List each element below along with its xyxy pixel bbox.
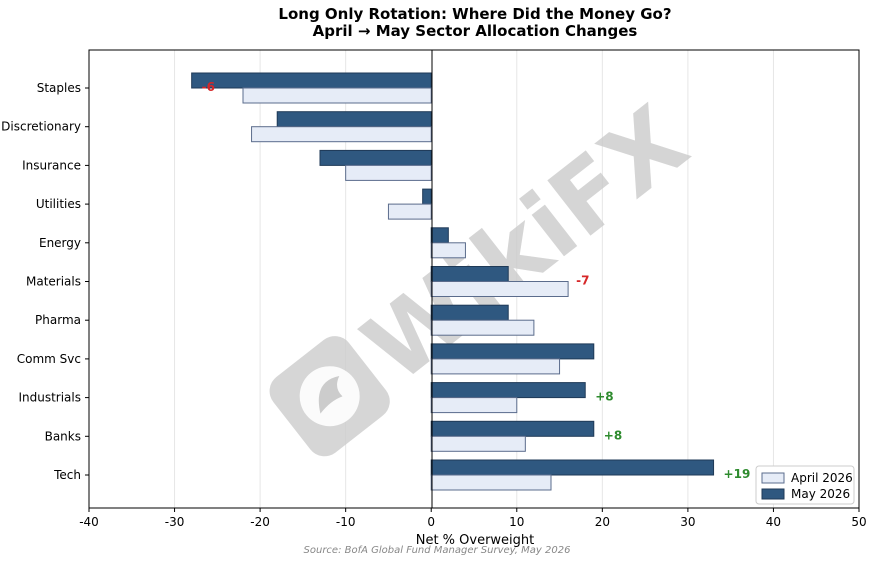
wikifx-logo-icon <box>269 336 390 457</box>
x-tick-label: 20 <box>595 515 610 529</box>
change-annotation: -6 <box>202 80 215 94</box>
y-tick-label: Energy <box>39 236 81 250</box>
x-tick-label: -10 <box>336 515 356 529</box>
bar-may <box>430 227 449 244</box>
x-tick-label: 30 <box>680 515 695 529</box>
x-axis-label: Net % Overweight <box>416 533 535 548</box>
bar-may <box>430 459 715 476</box>
y-tick-label: Materials <box>26 275 81 289</box>
change-annotation: +8 <box>604 428 622 442</box>
y-tick-label: Pharma <box>35 313 81 327</box>
y-tick-label: Industrials <box>18 391 81 405</box>
bar-may <box>276 111 432 128</box>
bar-may <box>430 420 595 437</box>
x-tick-label: 50 <box>851 515 866 529</box>
bar-april <box>430 397 518 414</box>
bar-april <box>345 164 432 181</box>
x-tick-label: 10 <box>509 515 524 529</box>
bar-april <box>251 126 432 143</box>
x-tick-labels: -40 -30 -20 -10 0 10 20 30 40 50 <box>79 508 867 529</box>
source-note: Source: BofA Global Fund Manager Survey,… <box>304 545 571 556</box>
bar-may <box>319 149 432 166</box>
legend-label-april: April 2026 <box>791 471 853 485</box>
x-tick-label: 40 <box>766 515 781 529</box>
x-tick-label: -40 <box>79 515 99 529</box>
bar-may <box>191 72 432 89</box>
plot-frame <box>88 49 860 509</box>
bar-april <box>430 358 561 375</box>
legend-swatch-may <box>761 488 785 500</box>
bar-may <box>430 304 509 321</box>
y-tick-label: Insurance <box>22 158 81 172</box>
y-tick-label: Tech <box>53 468 81 482</box>
chart-title: Long Only Rotation: Where Did the Money … <box>278 5 671 23</box>
change-annotation: +8 <box>595 390 613 404</box>
bar-april <box>430 435 526 452</box>
change-annotation: -7 <box>576 274 589 288</box>
bars <box>191 72 715 491</box>
y-tick-labels: Staples Discretionary Insurance Utilities En… <box>1 81 89 482</box>
y-tick-label: Comm Svc <box>17 352 81 366</box>
bar-april <box>430 474 552 491</box>
legend-label-may: May 2026 <box>791 487 850 501</box>
change-annotation: +19 <box>724 467 751 481</box>
bar-may <box>422 188 432 205</box>
y-tick-label: Discretionary <box>1 120 81 134</box>
annotations: -6 -7 +8 +8 +19 <box>202 80 751 481</box>
bar-april <box>430 319 535 336</box>
bar-may <box>430 343 595 360</box>
legend: April 2026 May 2026 <box>755 465 855 505</box>
bar-april <box>387 203 432 220</box>
legend-swatch-april <box>761 472 785 484</box>
x-tick-label: -20 <box>250 515 270 529</box>
bar-april <box>242 87 432 104</box>
y-tick-label: Staples <box>37 81 81 95</box>
y-tick-label: Banks <box>45 429 81 443</box>
x-tick-label: -30 <box>165 515 185 529</box>
x-tick-label: 0 <box>427 515 435 529</box>
bar-april <box>430 242 466 259</box>
y-tick-label: Utilities <box>36 197 81 211</box>
chart-subtitle: April → May Sector Allocation Changes <box>313 22 638 40</box>
bar-may <box>430 266 509 282</box>
bar-may <box>430 382 586 399</box>
bar-april <box>430 281 569 297</box>
